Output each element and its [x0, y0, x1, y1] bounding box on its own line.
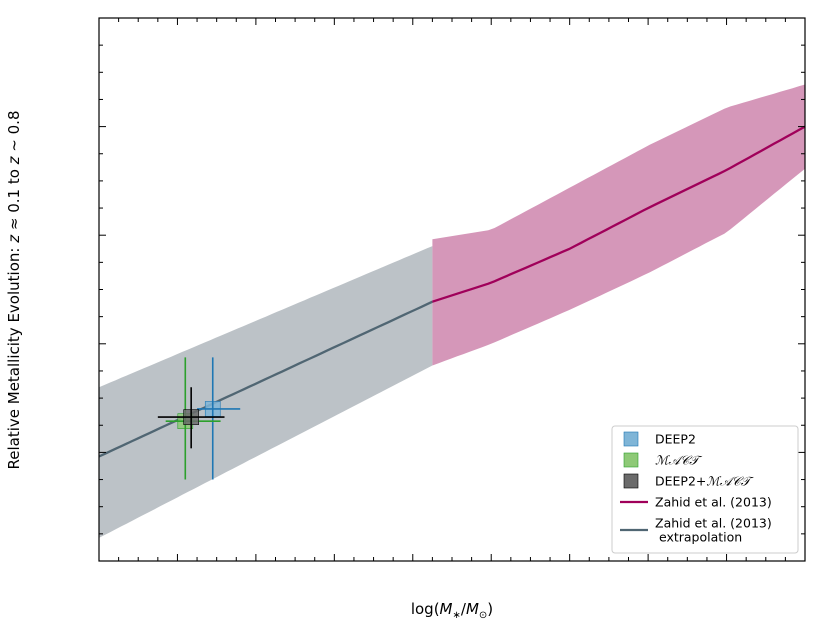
axes — [98, 17, 806, 562]
legend-deep2-swatch — [623, 431, 639, 447]
legend-mact-swatch — [623, 452, 639, 468]
legend-combined-swatch — [623, 473, 639, 489]
zahid-band — [432, 84, 805, 366]
legend-deep2-label: DEEP2 — [655, 432, 696, 447]
legend-combined-label: DEEP2+ℳ𝒜𝒞𝒯 — [655, 474, 755, 489]
extrapolation-band — [99, 246, 433, 538]
zahid-line — [432, 125, 806, 303]
plot-area — [98, 84, 806, 538]
extrapolation-line — [98, 300, 433, 458]
legend-mact-label: ℳ𝒜𝒞𝒯 — [655, 453, 703, 468]
legend-box — [611, 425, 799, 554]
legend-zahid-label: Zahid et al. (2013) — [655, 495, 772, 510]
legend-extrapolation-label: Zahid et al. (2013) extrapolation — [655, 516, 772, 545]
y-axis-title: Relative Metallicity Evolution: z ≈ 0.1 … — [5, 111, 23, 470]
legend: DEEP2 ℳ𝒜𝒞𝒯 DEEP2+ℳ𝒜𝒞𝒯 Zahid et al. (2013) Za… — [611, 425, 799, 554]
x-axis-title: log(M∗/M⊙) — [411, 600, 493, 621]
